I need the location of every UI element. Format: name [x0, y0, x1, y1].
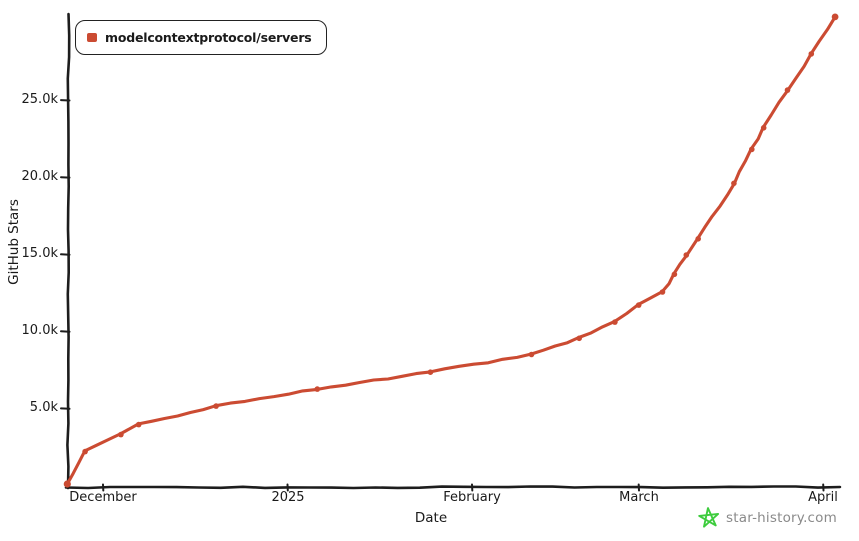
data-point-marker: [695, 236, 701, 242]
data-point-marker: [427, 369, 434, 376]
data-point-marker: [528, 351, 535, 358]
data-point-marker: [659, 289, 666, 295]
y-axis-line: [66, 12, 71, 490]
data-point-marker: [576, 335, 582, 342]
data-point-marker: [612, 319, 618, 325]
data-point-marker: [683, 252, 690, 258]
data-point-marker: [784, 87, 791, 93]
watermark-text: star-history.com: [726, 510, 837, 526]
series-line: [65, 15, 837, 486]
star-history-logo-icon: [698, 507, 720, 528]
data-point-marker: [731, 180, 737, 187]
y-axis-title: GitHub Stars: [6, 199, 22, 285]
x-axis-title: Date: [414, 510, 448, 526]
axes: [60, 12, 842, 492]
data-point-marker: [760, 125, 767, 131]
data-point-marker: [118, 431, 124, 438]
series-label: modelcontextprotocol/servers: [105, 30, 312, 45]
legend: modelcontextprotocol/servers: [75, 20, 327, 55]
data-point-marker: [671, 271, 678, 278]
data-point-marker: [314, 386, 321, 392]
data-point-marker: [749, 146, 755, 153]
data-point-marker: [831, 13, 839, 21]
data-point-marker: [82, 448, 88, 455]
series-modelcontextprotocol/servers: [63, 13, 839, 488]
data-point-marker: [635, 302, 642, 308]
data-point-marker: [135, 421, 142, 428]
star-history-link[interactable]: star-history.com: [698, 507, 837, 529]
data-point-marker: [808, 51, 815, 57]
x-axis-line: [64, 485, 842, 490]
data-point-marker: [63, 480, 71, 488]
series-color-swatch: [87, 33, 97, 42]
data-point-marker: [213, 403, 219, 409]
